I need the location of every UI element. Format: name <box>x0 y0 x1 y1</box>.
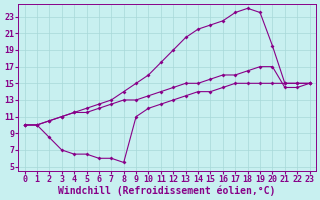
X-axis label: Windchill (Refroidissement éolien,°C): Windchill (Refroidissement éolien,°C) <box>58 185 276 196</box>
